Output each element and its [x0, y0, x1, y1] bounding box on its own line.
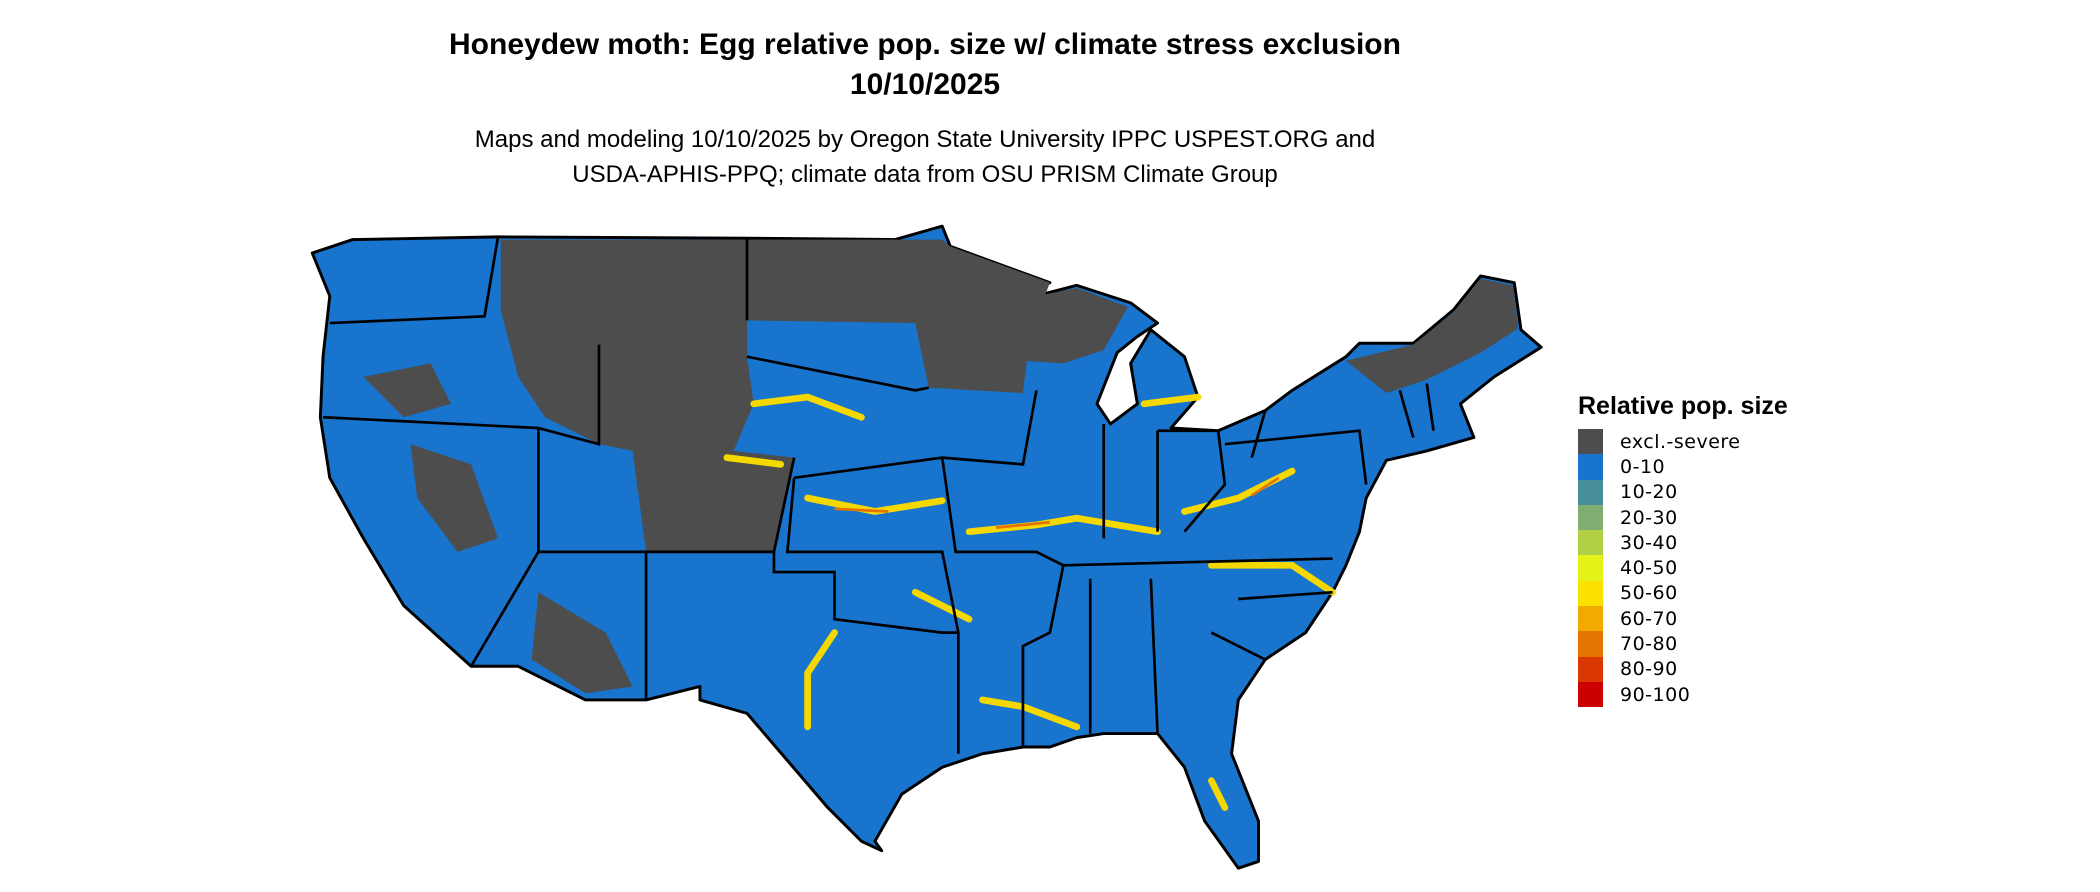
- legend: Relative pop. size excl.-severe 0-10 10-20…: [1578, 392, 1788, 708]
- legend-label: 10-20: [1620, 481, 1678, 504]
- legend-label: 20-30: [1620, 506, 1678, 529]
- legend-label: 30-40: [1620, 531, 1678, 554]
- legend-swatch: [1578, 606, 1603, 632]
- legend-swatch: [1578, 580, 1603, 607]
- legend-label: 90-100: [1620, 683, 1691, 706]
- legend-items: excl.-severe 0-10 10-20 20-30 30-40 40-50 50-6…: [1578, 429, 1788, 708]
- state-borders: [322, 236, 1435, 754]
- legend-label: 40-50: [1620, 557, 1678, 580]
- legend-swatch: [1578, 555, 1603, 581]
- legend-label: 80-90: [1620, 658, 1678, 681]
- legend-swatch: [1578, 454, 1603, 480]
- very-high-spots: [834, 476, 1280, 529]
- legend-item: 60-70: [1578, 606, 1788, 632]
- legend-label: 60-70: [1620, 607, 1678, 630]
- subtitle-line2: USDA-APHIS-PPQ; climate data from OSU PR…: [572, 161, 1278, 188]
- legend-label: 50-60: [1620, 582, 1678, 605]
- legend-swatch: [1578, 479, 1603, 505]
- legend-swatch: [1578, 504, 1603, 531]
- legend-swatch: [1578, 631, 1603, 657]
- legend-swatch: [1578, 656, 1603, 682]
- excluded-regions: [363, 239, 1519, 694]
- legend-item: 80-90: [1578, 656, 1788, 682]
- legend-item: 10-20: [1578, 479, 1788, 505]
- legend-item: 50-60: [1578, 580, 1788, 607]
- subtitle-line1: Maps and modeling 10/10/2025 by Oregon S…: [474, 126, 1376, 153]
- legend-label: 70-80: [1620, 633, 1678, 656]
- legend-item: 20-30: [1578, 504, 1788, 531]
- legend-item: 40-50: [1578, 555, 1788, 581]
- legend-label: 0-10: [1620, 455, 1666, 478]
- legend-item: 90-100: [1578, 681, 1788, 708]
- legend-item: excl.-severe: [1578, 429, 1788, 455]
- legend-item: 0-10: [1578, 454, 1788, 480]
- legend-item: 70-80: [1578, 631, 1788, 657]
- legend-swatch: [1578, 681, 1603, 708]
- map-title: Honeydew moth: Egg relative pop. size w/…: [449, 28, 1401, 61]
- legend-swatch: [1578, 530, 1603, 556]
- legend-label: excl.-severe: [1620, 430, 1741, 453]
- legend-title: Relative pop. size: [1578, 392, 1788, 420]
- legend-item: 30-40: [1578, 530, 1788, 556]
- legend-swatch: [1578, 429, 1603, 455]
- map-date: 10/10/2025: [849, 68, 1001, 101]
